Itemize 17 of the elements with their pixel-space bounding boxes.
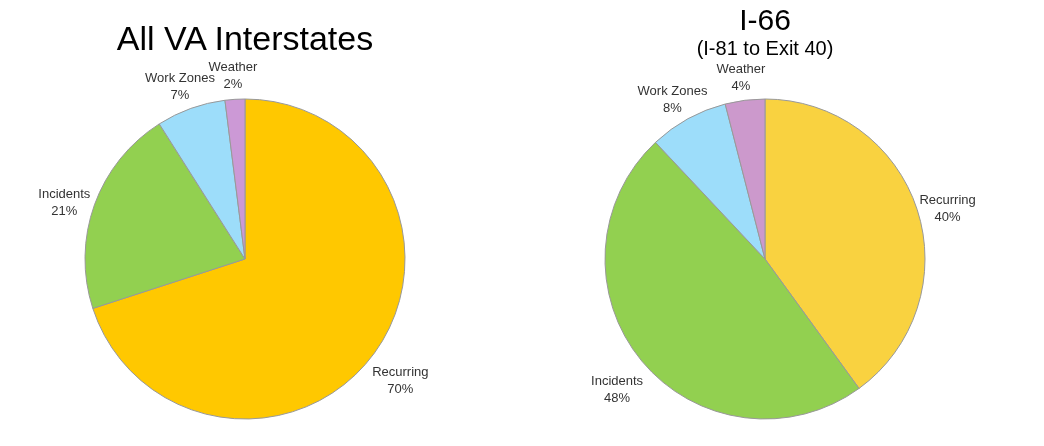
data-label: 8% [663, 99, 683, 115]
chart-title: All VA Interstates [116, 19, 374, 58]
slice-label: Recurring [372, 363, 429, 379]
data-label: 4% [731, 77, 751, 93]
chart-subtitle: (I-81 to Exit 40) [696, 36, 834, 59]
data-label: 2% [223, 76, 243, 92]
slice-label: Work Zones [637, 82, 708, 98]
slice-label: Incidents [591, 373, 644, 389]
slice-label: Incidents [38, 185, 91, 201]
data-label: 21% [51, 202, 78, 218]
data-label: 40% [934, 208, 962, 224]
chart-title: I-66 [739, 2, 791, 36]
data-label: 7% [170, 87, 190, 103]
data-label: 70% [387, 380, 414, 396]
slice-label: Recurring [919, 191, 976, 207]
data-label: 48% [604, 390, 631, 406]
slice-label: Weather [716, 60, 767, 76]
